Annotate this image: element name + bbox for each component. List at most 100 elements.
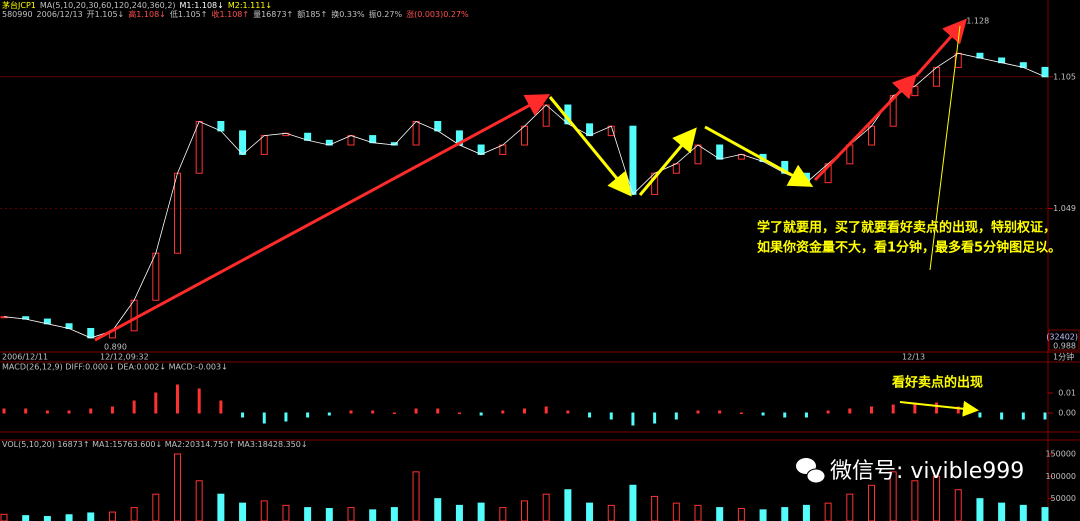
arrow <box>94 94 551 342</box>
bar <box>414 408 418 414</box>
bar <box>152 493 160 521</box>
bar <box>804 412 808 418</box>
header-item: 茅台JCP1 <box>2 0 36 10</box>
bar <box>523 408 526 414</box>
candle-body <box>87 327 95 339</box>
bar <box>935 402 939 414</box>
header-item: 高1.108↓ <box>128 9 166 19</box>
bar <box>911 480 919 521</box>
x-axis-label: 12/13 <box>902 353 925 362</box>
bar <box>479 412 483 416</box>
header-item: 低1.105↑ <box>170 9 208 19</box>
bar <box>436 408 440 414</box>
bar <box>694 504 702 521</box>
header-item: 2006/12/13 <box>37 10 83 19</box>
header-item: MA(5,10,20,30,60,120,240,360,2) <box>40 1 176 10</box>
bar <box>846 493 854 521</box>
bar <box>651 495 659 521</box>
bar <box>759 509 767 521</box>
header-item: 量16873↑ <box>253 10 293 19</box>
bar <box>933 475 941 521</box>
header-line: 580990 2006/12/13 开1.105↓ 高1.108↓ 低1.105↑ 收1.… <box>2 9 469 19</box>
bar <box>629 484 637 521</box>
watermark: 微信号: vivible999 <box>830 459 1024 484</box>
panel-title: MACD(26,12,9) DIFF:0.000↓ DEA:0.002↓ MAC… <box>2 363 228 372</box>
x-axis-label: 1分钟 <box>1053 352 1074 362</box>
header-item: M2:1.111↓ <box>228 1 272 10</box>
bar <box>239 502 247 521</box>
candle-body <box>629 125 637 195</box>
bar <box>501 410 505 414</box>
plots: 1.105 1.049 1.128 0.890 (32402)0.988 2006/12/… <box>0 17 1080 521</box>
bar <box>783 412 787 418</box>
bar <box>1041 507 1049 521</box>
bar <box>1043 412 1047 420</box>
candle-body <box>586 123 594 137</box>
bar <box>45 410 49 414</box>
y-tick-label: 100000 <box>1045 472 1076 481</box>
bar <box>891 404 895 414</box>
bar <box>89 408 93 414</box>
y-tick-label: 1.105 <box>1053 72 1076 81</box>
candle-body <box>217 120 225 132</box>
bar <box>130 507 138 521</box>
candle-body <box>1041 66 1049 78</box>
bar <box>197 388 201 414</box>
bar <box>976 498 984 521</box>
header-item: 振0.27% <box>369 9 403 19</box>
bar <box>371 410 375 414</box>
bar <box>761 412 765 416</box>
note: 如果你资金量不大，看1分钟，最多看5分钟图足以。 <box>757 240 1061 256</box>
bar <box>327 412 331 416</box>
candle-body <box>716 144 724 160</box>
bar <box>609 412 613 420</box>
bar <box>826 410 830 414</box>
ma-line <box>3 52 1046 339</box>
bar <box>282 504 290 521</box>
bar <box>87 512 95 521</box>
bar <box>1000 412 1004 420</box>
bar <box>716 507 724 521</box>
y-tick-label: 0.01 <box>1058 389 1076 398</box>
bar <box>434 498 442 521</box>
bar <box>369 509 377 521</box>
bar <box>306 412 310 418</box>
bar <box>781 507 789 521</box>
low-label: 0.890 <box>104 343 127 352</box>
y-tick-label: 0.00 <box>1058 409 1076 418</box>
bar <box>260 500 268 521</box>
arrow <box>638 127 697 196</box>
bar <box>219 400 223 414</box>
bar <box>65 514 73 521</box>
bar <box>607 504 615 521</box>
bar <box>2 408 6 414</box>
bar <box>848 408 852 414</box>
header-item: 开1.105↓ <box>87 10 125 19</box>
bar <box>544 406 548 414</box>
bar <box>588 412 592 418</box>
bar <box>870 406 873 414</box>
bar <box>108 511 116 521</box>
bottom-label: 0.988 <box>1053 342 1076 351</box>
bar <box>566 410 570 414</box>
bar <box>43 516 51 521</box>
bar <box>653 412 657 424</box>
bar <box>978 412 982 418</box>
header-item: 换0.33% <box>331 9 365 19</box>
wechat-icon <box>796 458 826 484</box>
bar <box>824 502 832 521</box>
bar <box>889 471 897 521</box>
bar <box>174 453 181 521</box>
arrow <box>813 73 918 182</box>
bar <box>284 412 288 422</box>
bar <box>718 410 722 414</box>
bar <box>24 408 28 414</box>
y-tick-label: 1.049 <box>1053 204 1076 213</box>
bar <box>0 513 8 521</box>
bar <box>631 412 635 426</box>
x-axis-label: 12/12,09:32 <box>100 353 149 362</box>
bar <box>954 489 962 521</box>
bar <box>325 507 333 521</box>
x-axis-label: 2006/12/11 <box>2 353 48 362</box>
